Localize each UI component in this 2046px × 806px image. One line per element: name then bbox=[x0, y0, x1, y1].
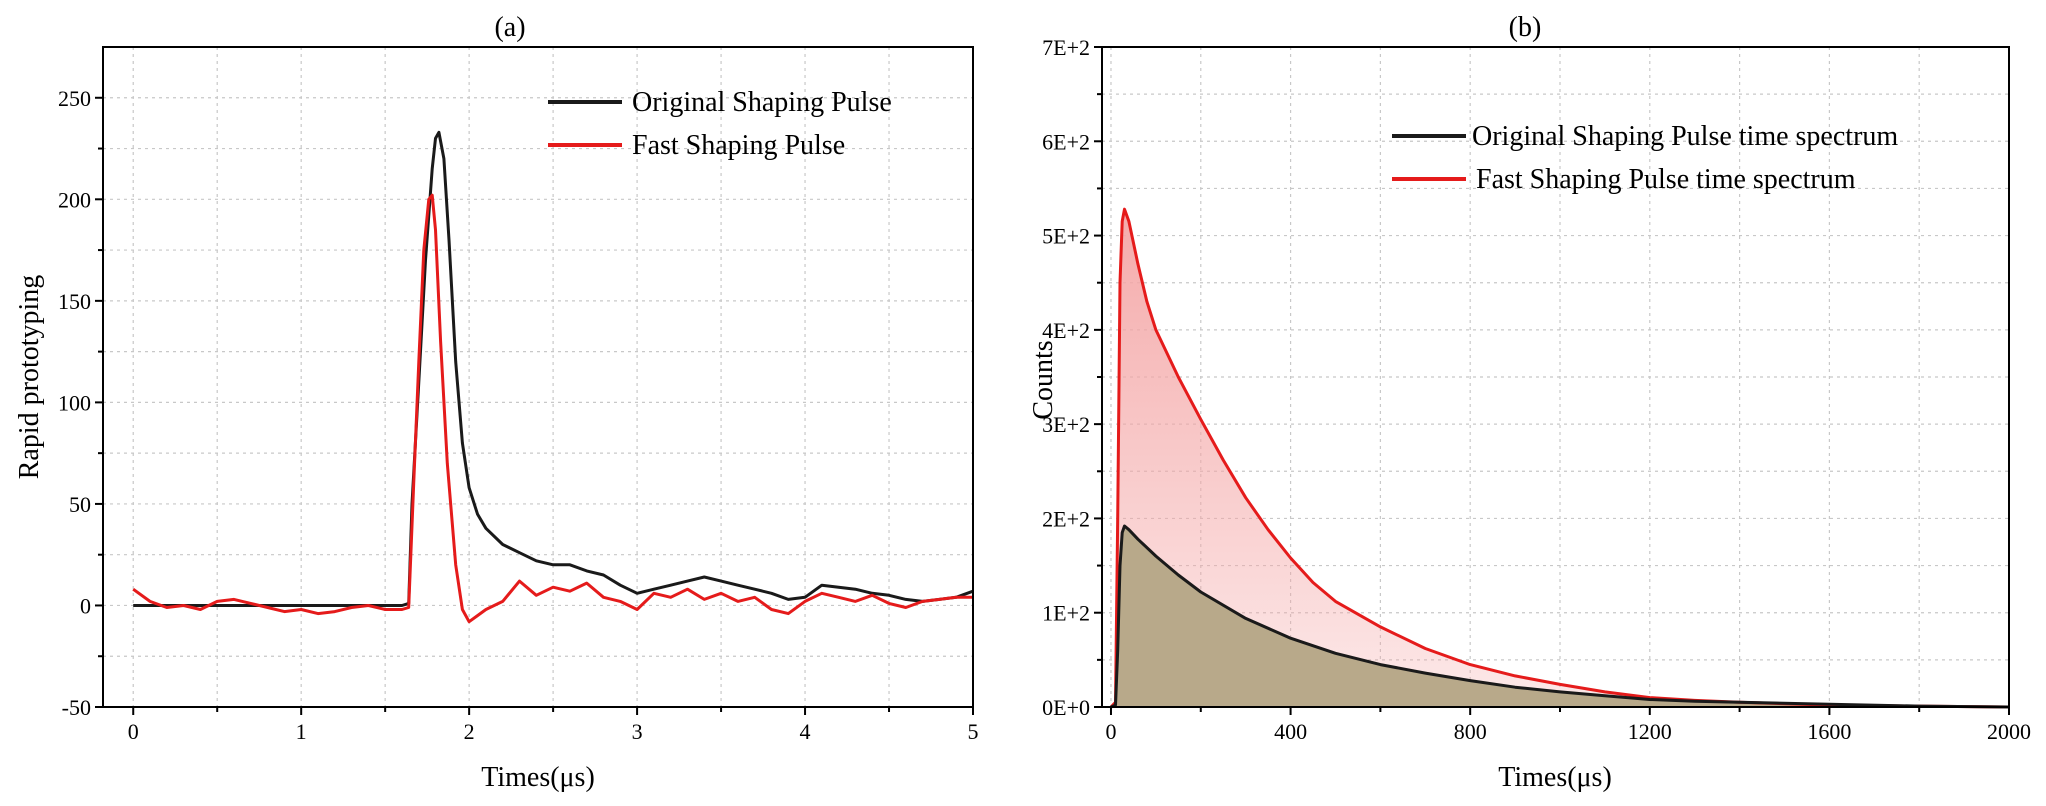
x-tick-label-a-4: 4 bbox=[800, 719, 811, 744]
legend-a: Original Shaping Pulse Fast Shaping Puls… bbox=[548, 87, 892, 161]
y-tick-label-b-5: 5E+2 bbox=[1042, 224, 1090, 249]
series-line-b-0 bbox=[1110, 524, 2010, 709]
y-tick-label-b-6: 6E+2 bbox=[1042, 129, 1090, 154]
series-line-a-1 bbox=[132, 193, 973, 624]
x-axis-label-b: Times(μs) bbox=[1498, 762, 1612, 793]
y-tick-label-b-2: 2E+2 bbox=[1042, 506, 1090, 531]
x-tick-label-b-4: 1600 bbox=[1807, 719, 1851, 744]
chart-panel-a: (a) 0 1 2 3 4 5 -50 0 50 100 150 200 250 Times(μs) R… bbox=[14, 12, 979, 793]
y-tick-label-a-1: 0 bbox=[80, 593, 91, 618]
y-tick-label-b-1: 1E+2 bbox=[1042, 601, 1090, 626]
legend-label-a-1: Fast Shaping Pulse bbox=[632, 130, 845, 161]
plot-frame-a bbox=[102, 46, 974, 708]
ticks-b: 0 400 800 1200 1600 2000 0E+0 1E+2 2E+2 3E+2 4E+2 5… bbox=[1042, 35, 2031, 744]
panel-label-b: (b) bbox=[1509, 12, 1542, 43]
x-tick-label-a-3: 3 bbox=[632, 719, 643, 744]
x-tick-label-b-5: 2000 bbox=[1987, 719, 2031, 744]
y-tick-label-b-3: 3E+2 bbox=[1042, 412, 1090, 437]
y-tick-label-b-0: 0E+0 bbox=[1042, 695, 1090, 720]
series-line-b-1 bbox=[1109, 207, 2010, 709]
chart-panel-b: (b) 0 400 800 1200 1600 2000 0E+0 1E+2 2E+2 3E+2 4… bbox=[1028, 12, 2031, 793]
y-tick-label-a-6: 250 bbox=[58, 86, 91, 111]
y-tick-label-a-3: 100 bbox=[58, 390, 91, 415]
grid-a bbox=[103, 47, 973, 707]
x-tick-label-a-0: 0 bbox=[128, 719, 139, 744]
series-line-a-0 bbox=[133, 130, 974, 607]
series-lines-a bbox=[132, 130, 974, 624]
y-tick-label-a-2: 50 bbox=[69, 492, 91, 517]
fills-b bbox=[1111, 209, 2009, 707]
series-lines-b bbox=[1109, 207, 2010, 709]
x-tick-label-b-3: 1200 bbox=[1628, 719, 1672, 744]
y-tick-label-b-7: 7E+2 bbox=[1042, 35, 1090, 60]
x-tick-label-b-0: 0 bbox=[1105, 719, 1116, 744]
x-tick-label-a-5: 5 bbox=[968, 719, 979, 744]
legend-label-a-0: Original Shaping Pulse bbox=[632, 87, 892, 118]
area-fill-b-0 bbox=[1111, 526, 2009, 707]
ticks-a: 0 1 2 3 4 5 -50 0 50 100 150 200 250 bbox=[58, 86, 979, 744]
y-tick-label-a-0: -50 bbox=[62, 695, 91, 720]
x-tick-label-a-2: 2 bbox=[464, 719, 475, 744]
legend-b: Original Shaping Pulse time spectrum Fas… bbox=[1392, 121, 1898, 195]
x-tick-label-b-1: 400 bbox=[1274, 719, 1307, 744]
legend-label-b-1: Fast Shaping Pulse time spectrum bbox=[1476, 164, 1856, 195]
y-tick-label-b-4: 4E+2 bbox=[1042, 318, 1090, 343]
x-tick-label-b-2: 800 bbox=[1454, 719, 1487, 744]
x-axis-label-a: Times(μs) bbox=[481, 762, 595, 793]
y-tick-label-a-5: 200 bbox=[58, 187, 91, 212]
legend-label-b-0: Original Shaping Pulse time spectrum bbox=[1472, 121, 1898, 152]
y-axis-label-a: Rapid prototyping bbox=[14, 275, 45, 480]
panel-label-a: (a) bbox=[494, 12, 525, 43]
y-tick-label-a-4: 150 bbox=[58, 289, 91, 314]
grid-b bbox=[1102, 47, 2009, 707]
x-tick-label-a-1: 1 bbox=[296, 719, 307, 744]
y-axis-label-b: Counts bbox=[1028, 340, 1059, 419]
